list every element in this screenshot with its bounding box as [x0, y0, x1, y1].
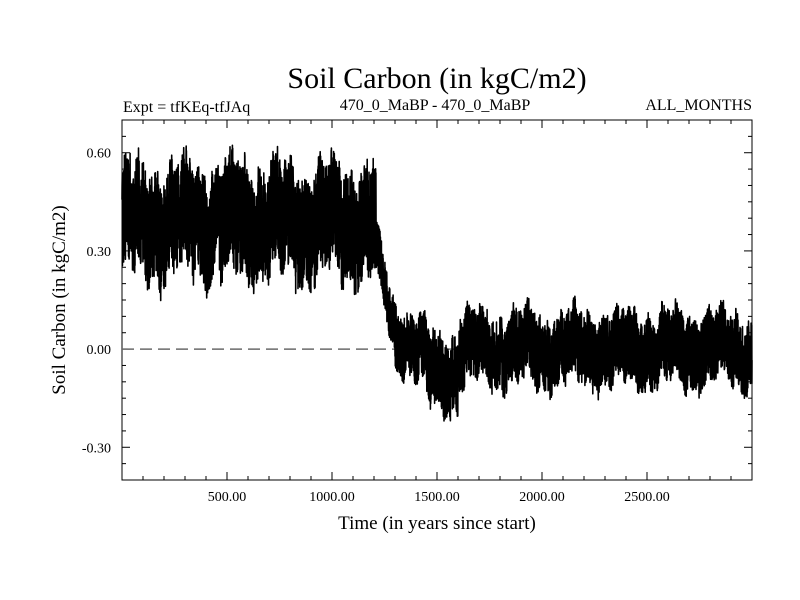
- y-tick-label: -0.30: [82, 441, 111, 456]
- period-label: 470_0_MaBP - 470_0_MaBP: [340, 97, 531, 114]
- experiment-label: Expt = tfKEq-tfJAq: [123, 99, 250, 116]
- soil-carbon-series-line: [121, 144, 753, 422]
- chart-title: Soil Carbon (in kgC/m2): [287, 62, 586, 95]
- y-tick-label: 0.00: [87, 343, 112, 358]
- x-tick-label: 2000.00: [519, 490, 565, 505]
- x-tick-label: 2500.00: [624, 490, 670, 505]
- x-tick-label: 500.00: [208, 490, 247, 505]
- plot-area: 500.00 1000.00 1500.00 2000.00 2500.00 -0.30 0…: [82, 119, 753, 505]
- x-tick-label: 1500.00: [414, 490, 460, 505]
- months-label: ALL_MONTHS: [645, 97, 752, 114]
- y-tick-label: 0.30: [87, 245, 112, 260]
- x-axis-title: Time (in years since start): [338, 513, 536, 534]
- x-tick-label: 1000.00: [309, 490, 355, 505]
- y-tick-label: 0.60: [87, 147, 112, 162]
- y-axis-title: Soil Carbon (in kgC/m2): [49, 205, 70, 394]
